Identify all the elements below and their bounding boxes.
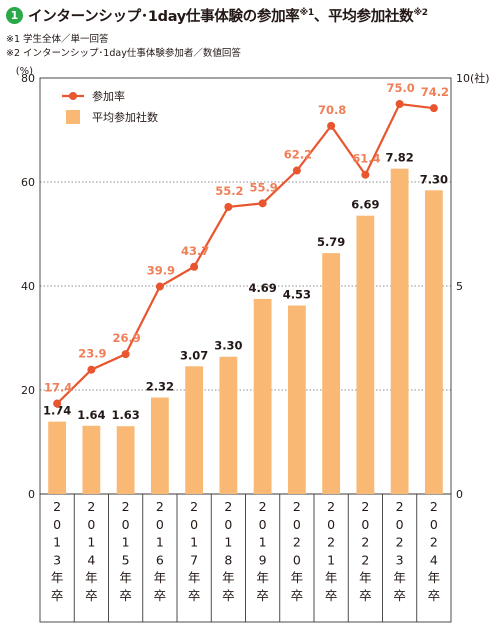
title-footnote-ref-1: ※1	[299, 7, 314, 18]
line-value-label: 55.2	[215, 184, 243, 198]
bar-value-label: 1.74	[43, 404, 71, 418]
line-point	[327, 121, 336, 130]
title-mid: 、平均参加社数	[313, 8, 414, 25]
bar-2013年卒	[48, 421, 67, 494]
left-axis-tick-label: 40	[21, 280, 35, 293]
line-point	[429, 104, 438, 113]
bar-2024年卒	[424, 190, 443, 494]
bar-2019年卒	[253, 298, 272, 494]
legend-bar-swatch	[66, 110, 80, 124]
bar-2018年卒	[219, 356, 238, 494]
line-value-label: 39.9	[147, 264, 175, 278]
category-label-2017年卒: 2 0 1 7 年卒	[188, 499, 201, 603]
line-value-label: 62.2	[284, 148, 312, 162]
bar-value-label: 6.69	[351, 198, 379, 212]
category-label-2023年卒: 2 0 2 3 年卒	[393, 499, 406, 603]
line-value-label: 43.7	[181, 244, 209, 258]
bar-value-label: 3.30	[214, 339, 242, 353]
category-label-2015年卒: 2 0 1 5 年卒	[119, 499, 132, 603]
line-point	[190, 262, 199, 271]
category-label-2019年卒: 2 0 1 9 年卒	[256, 499, 269, 603]
right-axis-tick-label: 10(社)	[456, 71, 490, 85]
line-point	[292, 166, 301, 175]
line-value-label: 23.9	[78, 347, 106, 361]
left-axis-unit: (%)	[16, 66, 33, 77]
line-value-label: 55.9	[249, 180, 277, 194]
footnote-1: ※1 学生全体／単一回答	[6, 34, 109, 45]
line-point	[87, 365, 96, 374]
left-axis-tick-label: 80	[21, 72, 35, 85]
line-point	[258, 199, 267, 208]
bar-value-label: 3.07	[180, 348, 208, 362]
line-series-参加率	[56, 102, 435, 405]
line-point	[224, 202, 233, 211]
bar-2014年卒	[82, 425, 101, 494]
line-value-label: 61.4	[352, 152, 380, 166]
line-value-label: 26.9	[112, 331, 140, 345]
bar-value-label: 1.64	[77, 408, 105, 422]
category-label-2024年卒: 2 0 2 4 年卒	[428, 499, 441, 603]
bar-value-label: 1.63	[111, 408, 139, 422]
bar-value-label: 4.53	[283, 288, 311, 302]
category-label-2022年卒: 2 0 2 2 年卒	[359, 499, 372, 603]
bar-2015年卒	[116, 426, 135, 494]
bar-2016年卒	[150, 397, 169, 494]
bar-2021年卒	[322, 253, 341, 494]
line-point	[395, 100, 404, 108]
legend-line-marker	[69, 92, 77, 100]
line-point	[361, 170, 370, 179]
bar-value-label: 7.82	[385, 151, 413, 165]
bar-2023年卒	[390, 168, 409, 495]
line-value-label: 70.8	[318, 103, 346, 117]
bar-value-label: 5.79	[317, 235, 345, 249]
legend-label-line: 参加率	[92, 89, 125, 103]
category-label-2020年卒: 2 0 2 0 年卒	[291, 499, 304, 603]
bar-value-label: 2.32	[146, 379, 174, 393]
bar-value-label: 4.69	[248, 281, 276, 295]
title-footnote-ref-2: ※2	[413, 7, 428, 18]
line-point	[53, 399, 62, 408]
chart-title-row: 1 インターンシップ･1day仕事体験の参加率※1、平均参加社数※2	[6, 3, 428, 27]
bar-value-label: 7.30	[420, 172, 448, 186]
footnote-2: ※2 インターンシップ･1day仕事体験参加者／数値回答	[6, 48, 241, 59]
category-label-2018年卒: 2 0 1 8 年卒	[222, 499, 235, 603]
chart-title: インターンシップ･1day仕事体験の参加率※1、平均参加社数※2	[28, 5, 428, 26]
category-label-2021年卒: 2 0 2 1 年卒	[325, 499, 338, 603]
left-axis-tick-label: 60	[21, 176, 35, 189]
line-value-label: 74.2	[421, 85, 449, 99]
bar-2017年卒	[185, 366, 204, 494]
bar-2022年卒	[356, 215, 375, 495]
legend-label-bar: 平均参加社数	[92, 110, 158, 124]
category-label-2016年卒: 2 0 1 6 年卒	[154, 499, 167, 603]
category-label-2013年卒: 2 0 1 3 年卒	[51, 499, 64, 603]
category-label-2014年卒: 2 0 1 4 年卒	[85, 499, 98, 603]
left-axis-tick-label: 20	[21, 384, 35, 397]
title-main: インターンシップ･1day仕事体験の参加率	[28, 8, 300, 25]
bar-2020年卒	[287, 305, 306, 494]
left-axis-tick-label: 0	[28, 488, 35, 501]
line-value-label: 75.0	[386, 81, 414, 95]
right-axis-tick-label: 0	[456, 488, 463, 501]
line-value-label: 17.4	[44, 381, 72, 395]
line-point	[121, 350, 130, 359]
right-axis-tick-label: 5	[456, 280, 463, 293]
line-point	[155, 282, 164, 291]
section-number-badge: 1	[6, 6, 23, 24]
plot-frame	[39, 77, 452, 495]
